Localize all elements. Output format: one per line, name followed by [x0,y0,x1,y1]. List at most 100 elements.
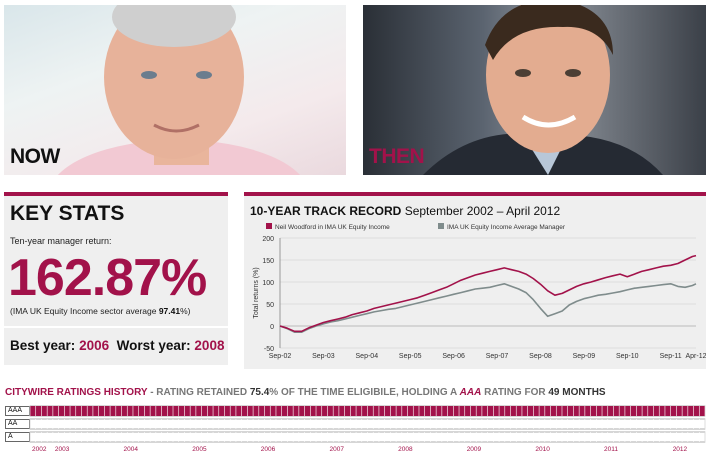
rating-cell [161,406,168,416]
ratings-year-label: 2009 [467,446,482,453]
legend-entry: Neil Woodford in IMA UK Equity Income [275,224,390,231]
then-photo: THEN [363,5,706,175]
rating-cell [401,406,408,416]
rating-cell [361,406,368,416]
rating-cell [144,406,151,416]
best-year-label: Best year: [10,338,76,353]
then-portrait-illustration [423,5,663,175]
ratings-title-p3: % OF THE TIME ELIGIBILE, HOLDING A [269,387,460,398]
rating-cell [132,406,139,416]
rating-cell [647,406,654,416]
rating-cell [378,406,385,416]
rating-cell [333,406,339,416]
rating-cell [584,406,591,416]
rating-cell [533,406,540,416]
rating-cell [567,406,574,416]
sector-average-prefix: (IMA UK Equity Income sector average [10,306,159,316]
rating-cell [110,406,116,416]
rating-cell [98,406,105,416]
x-tick-label: Sep-09 [573,353,596,360]
rating-cell [613,406,620,416]
rating-cell [115,406,122,416]
worst-year-value: 2008 [194,338,225,353]
rating-cell [476,406,482,416]
ratings-year-label: 2003 [55,446,70,453]
rating-cell [178,406,185,416]
rating-cell [253,406,259,416]
ratings-title-main: CITYWIRE RATINGS HISTORY [5,387,148,398]
rating-cell [493,406,500,416]
rating-cell [539,406,545,416]
rating-row-track [29,418,706,430]
key-stats-title: KEY STATS [10,202,125,225]
x-tick-label: Sep-11 [660,353,682,360]
rating-cell [596,406,603,416]
key-stats-panel: KEY STATS Ten-year manager return: 162.8… [4,192,228,326]
chart-title: 10-YEAR TRACK RECORD September 2002 – Ap… [250,204,560,218]
rating-cell [413,406,419,416]
now-photo: NOW [4,5,346,175]
ten-year-return-label: Ten-year manager return: [10,236,112,246]
rating-cell [241,406,248,416]
rating-cell [70,406,76,416]
y-axis-label: Total returns (%) [253,267,260,318]
rating-row-label-aaa: AAA [5,406,30,416]
rating-cell [699,406,705,416]
rating-cell [30,406,36,416]
series-line [279,254,697,333]
rating-cell [184,406,191,416]
rating-cell [173,406,179,416]
rating-cell [367,406,374,416]
y-tick-label: 100 [262,280,274,287]
rating-cell [384,406,391,416]
rating-cell [270,406,276,416]
rating-cell [150,406,156,416]
sector-average-value: 97.41 [158,306,181,316]
sector-average-note: (IMA UK Equity Income sector average 97.… [10,306,190,316]
rating-cell [327,406,334,416]
y-tick-label: 0 [270,324,274,331]
rating-cell [424,406,431,416]
track-record-panel: 10-YEAR TRACK RECORD September 2002 – Ap… [244,192,706,369]
rating-cell [287,406,294,416]
rating-cell [75,406,82,416]
ten-year-return-value: 162.87% [8,249,207,307]
rating-cell [213,406,219,416]
rating-cell [607,406,614,416]
rating-cell [670,406,677,416]
rating-cell [201,406,208,416]
rating-cell [58,406,65,416]
rating-cell [624,406,631,416]
rating-cell [441,406,448,416]
rating-cell [41,406,48,416]
chart-title-bold: 10-YEAR TRACK RECORD [250,204,402,218]
rating-cell [459,406,465,416]
rating-cell [682,406,688,416]
rating-cell [487,406,494,416]
legend-swatch [438,223,444,229]
x-tick-label: Sep-03 [312,353,335,360]
x-tick-label: Sep-10 [616,353,639,360]
rating-cell [527,406,534,416]
ratings-year-label: 2012 [673,446,688,453]
rating-cell [653,406,660,416]
rating-cell [92,406,99,416]
rating-cell [298,406,305,416]
rating-cell [602,406,608,416]
rating-cell [590,406,597,416]
rating-cell [521,406,528,416]
rating-cell [693,406,700,416]
rating-cell [155,406,162,416]
ratings-title-aaa: AAA [459,387,482,398]
legend-entry: IMA UK Equity Income Average Manager [447,224,566,231]
rating-cell [453,406,460,416]
rating-row-track [29,431,706,443]
rating-cell [87,406,93,416]
rating-cell [550,406,557,416]
rating-cell [481,406,488,416]
x-tick-label: Sep-05 [399,353,422,360]
ratings-year-label: 2010 [535,446,550,453]
rating-cell [510,406,517,416]
rating-cell [190,406,196,416]
ratings-title-months: 49 MONTHS [548,387,606,398]
